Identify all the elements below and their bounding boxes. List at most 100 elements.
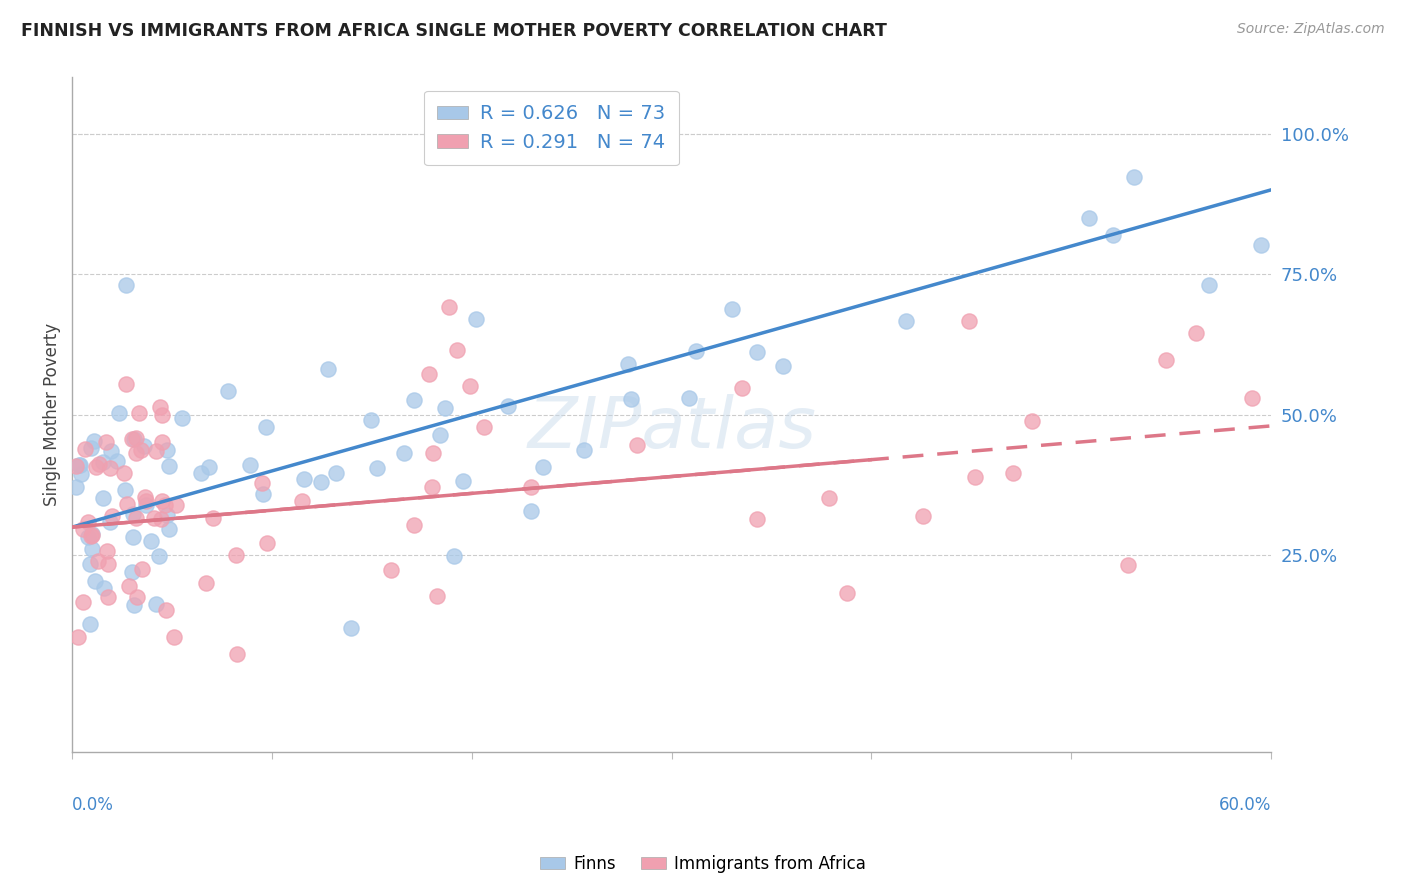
Point (1002, 466, 1025, 480)
Point (292, 472, 315, 486)
Point (912, 508, 935, 523)
Point (72, 522, 94, 536)
Point (531, 460, 554, 475)
Point (404, 517, 426, 532)
Point (80, 526, 103, 541)
Point (97, 558, 120, 572)
Point (132, 439, 155, 453)
Point (80, 441, 103, 455)
Point (155, 603, 177, 617)
Point (82, 528, 104, 542)
Legend: Finns, Immigrants from Africa: Finns, Immigrants from Africa (533, 848, 873, 880)
Point (418, 368, 440, 382)
Point (128, 406, 150, 420)
Point (420, 480, 443, 494)
Point (129, 443, 152, 458)
Point (105, 454, 128, 468)
Point (472, 420, 495, 434)
Y-axis label: Single Mother Poverty: Single Mother Poverty (44, 323, 60, 507)
Point (79, 616, 101, 631)
Point (172, 411, 194, 425)
Point (135, 493, 157, 508)
Point (163, 630, 186, 644)
Point (380, 563, 402, 577)
Point (678, 391, 700, 405)
Point (139, 533, 162, 548)
Point (1154, 353, 1177, 368)
Point (125, 446, 148, 460)
Point (108, 406, 131, 420)
Point (721, 302, 744, 317)
Point (69, 467, 91, 481)
Point (156, 508, 179, 522)
Point (965, 470, 987, 484)
Point (1250, 238, 1272, 252)
Point (114, 277, 136, 292)
Point (1078, 211, 1101, 226)
Point (115, 376, 138, 391)
Point (835, 586, 858, 600)
Point (84, 574, 107, 589)
Point (1021, 414, 1043, 428)
Point (127, 590, 149, 604)
Point (157, 458, 180, 473)
Point (148, 549, 170, 563)
Point (82, 542, 104, 557)
Point (394, 446, 416, 460)
Point (153, 499, 176, 513)
Point (496, 399, 519, 413)
Point (366, 461, 388, 475)
Point (197, 460, 219, 475)
Point (98, 461, 121, 475)
Point (617, 357, 640, 371)
Point (460, 379, 482, 393)
Point (254, 420, 277, 434)
Point (250, 475, 273, 490)
Point (93, 581, 115, 595)
Point (1198, 277, 1220, 292)
Text: ZIPatlas: ZIPatlas (527, 393, 815, 463)
Point (1123, 169, 1146, 184)
Point (429, 427, 451, 442)
Point (201, 511, 224, 525)
Point (451, 474, 474, 488)
Point (125, 431, 148, 445)
Point (433, 401, 456, 415)
Point (131, 562, 153, 576)
Point (239, 458, 262, 473)
Text: FINNISH VS IMMIGRANTS FROM AFRICA SINGLE MOTHER POVERTY CORRELATION CHART: FINNISH VS IMMIGRANTS FROM AFRICA SINGLE… (21, 22, 887, 40)
Point (446, 343, 468, 357)
Point (67, 458, 90, 473)
Point (325, 466, 347, 480)
Point (225, 549, 247, 563)
Point (1241, 391, 1264, 405)
Point (520, 504, 543, 518)
Point (360, 413, 382, 427)
Point (1102, 227, 1125, 242)
Point (150, 434, 173, 449)
Point (1184, 326, 1206, 340)
Point (340, 621, 363, 635)
Point (121, 530, 143, 544)
Point (72, 595, 94, 609)
Point (97, 590, 120, 604)
Point (98, 515, 121, 529)
Point (156, 443, 179, 458)
Legend: R = 0.626   N = 73, R = 0.291   N = 74: R = 0.626 N = 73, R = 0.291 N = 74 (423, 90, 679, 166)
Point (83, 434, 105, 449)
Point (76, 516, 98, 530)
Point (437, 301, 460, 315)
Point (87, 553, 110, 567)
Point (100, 443, 122, 458)
Point (150, 512, 173, 526)
Point (1116, 558, 1139, 572)
Point (125, 510, 148, 524)
Point (89, 457, 111, 471)
Point (957, 313, 980, 327)
Point (165, 499, 187, 513)
Point (443, 549, 465, 564)
Point (86, 459, 108, 474)
Point (67, 630, 90, 644)
Text: 0.0%: 0.0% (72, 796, 114, 814)
Point (80, 529, 103, 543)
